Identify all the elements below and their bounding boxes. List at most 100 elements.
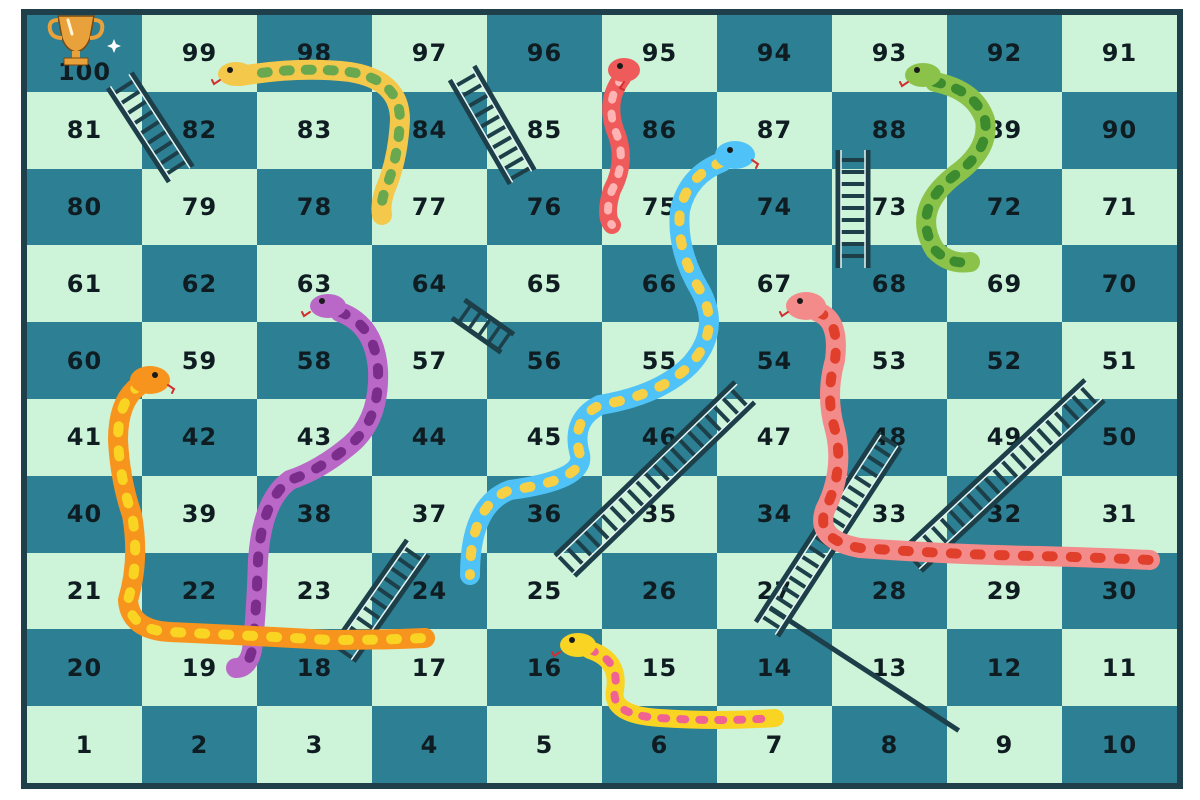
board-square-5[interactable]: 5: [487, 706, 602, 783]
board-square-68[interactable]: 68: [832, 245, 947, 323]
board-square-19[interactable]: 19: [142, 629, 257, 707]
board-square-24[interactable]: 24: [372, 552, 487, 630]
board-square-33[interactable]: 33: [832, 475, 947, 553]
board-square-98[interactable]: 98: [257, 15, 372, 92]
board-square-13[interactable]: 13: [832, 629, 947, 707]
board-square-34[interactable]: 34: [717, 475, 832, 553]
board-square-3[interactable]: 3: [257, 706, 372, 783]
board-square-45[interactable]: 45: [487, 399, 602, 476]
board-square-100[interactable]: 100: [27, 15, 142, 92]
board-square-31[interactable]: 31: [1062, 475, 1177, 553]
board-square-42[interactable]: 42: [142, 399, 257, 476]
board-square-39[interactable]: 39: [142, 475, 257, 553]
board-square-12[interactable]: 12: [947, 629, 1062, 707]
board-square-93[interactable]: 93: [832, 15, 947, 92]
board-square-63[interactable]: 63: [257, 245, 372, 323]
board-square-83[interactable]: 83: [257, 91, 372, 169]
board-square-55[interactable]: 55: [602, 322, 717, 399]
board-square-10[interactable]: 10: [1062, 706, 1177, 783]
board-square-80[interactable]: 80: [27, 168, 142, 246]
board-square-95[interactable]: 95: [602, 15, 717, 92]
board-square-44[interactable]: 44: [372, 399, 487, 476]
board-square-78[interactable]: 78: [257, 168, 372, 246]
board-square-30[interactable]: 30: [1062, 552, 1177, 630]
board-square-53[interactable]: 53: [832, 322, 947, 399]
board-square-47[interactable]: 47: [717, 399, 832, 476]
board-square-99[interactable]: 99: [142, 15, 257, 92]
board-square-84[interactable]: 84: [372, 91, 487, 169]
board-square-29[interactable]: 29: [947, 552, 1062, 630]
board-square-22[interactable]: 22: [142, 552, 257, 630]
board-square-76[interactable]: 76: [487, 168, 602, 246]
board-square-21[interactable]: 21: [27, 552, 142, 630]
board-square-38[interactable]: 38: [257, 475, 372, 553]
board-square-54[interactable]: 54: [717, 322, 832, 399]
board-square-16[interactable]: 16: [487, 629, 602, 707]
board-square-65[interactable]: 65: [487, 245, 602, 323]
board-square-58[interactable]: 58: [257, 322, 372, 399]
board-square-75[interactable]: 75: [602, 168, 717, 246]
board-square-27[interactable]: 27: [717, 552, 832, 630]
board-square-91[interactable]: 91: [1062, 15, 1177, 92]
board-square-96[interactable]: 96: [487, 15, 602, 92]
board-square-60[interactable]: 60: [27, 322, 142, 399]
board-square-8[interactable]: 8: [832, 706, 947, 783]
board-square-56[interactable]: 56: [487, 322, 602, 399]
board-square-85[interactable]: 85: [487, 91, 602, 169]
board-square-79[interactable]: 79: [142, 168, 257, 246]
board-square-74[interactable]: 74: [717, 168, 832, 246]
board-square-64[interactable]: 64: [372, 245, 487, 323]
board-square-40[interactable]: 40: [27, 475, 142, 553]
board-square-94[interactable]: 94: [717, 15, 832, 92]
board-square-9[interactable]: 9: [947, 706, 1062, 783]
board-square-43[interactable]: 43: [257, 399, 372, 476]
board-square-73[interactable]: 73: [832, 168, 947, 246]
board-square-51[interactable]: 51: [1062, 322, 1177, 399]
board-square-59[interactable]: 59: [142, 322, 257, 399]
board-square-23[interactable]: 23: [257, 552, 372, 630]
board-square-15[interactable]: 15: [602, 629, 717, 707]
board-square-49[interactable]: 49: [947, 399, 1062, 476]
board-square-28[interactable]: 28: [832, 552, 947, 630]
board-square-32[interactable]: 32: [947, 475, 1062, 553]
board-square-41[interactable]: 41: [27, 399, 142, 476]
board-square-20[interactable]: 20: [27, 629, 142, 707]
board-square-67[interactable]: 67: [717, 245, 832, 323]
board-square-4[interactable]: 4: [372, 706, 487, 783]
board-square-25[interactable]: 25: [487, 552, 602, 630]
board-square-87[interactable]: 87: [717, 91, 832, 169]
board-square-97[interactable]: 97: [372, 15, 487, 92]
board-square-2[interactable]: 2: [142, 706, 257, 783]
board-square-72[interactable]: 72: [947, 168, 1062, 246]
board-square-36[interactable]: 36: [487, 475, 602, 553]
board-square-88[interactable]: 88: [832, 91, 947, 169]
board-square-86[interactable]: 86: [602, 91, 717, 169]
board-square-26[interactable]: 26: [602, 552, 717, 630]
board-square-11[interactable]: 11: [1062, 629, 1177, 707]
board-square-18[interactable]: 18: [257, 629, 372, 707]
board-square-89[interactable]: 89: [947, 91, 1062, 169]
board-square-14[interactable]: 14: [717, 629, 832, 707]
board-square-37[interactable]: 37: [372, 475, 487, 553]
board-square-48[interactable]: 48: [832, 399, 947, 476]
board-square-57[interactable]: 57: [372, 322, 487, 399]
board-square-90[interactable]: 90: [1062, 91, 1177, 169]
board-square-6[interactable]: 6: [602, 706, 717, 783]
board-square-7[interactable]: 7: [717, 706, 832, 783]
board-square-17[interactable]: 17: [372, 629, 487, 707]
board-square-1[interactable]: 1: [27, 706, 142, 783]
board-square-69[interactable]: 69: [947, 245, 1062, 323]
board-square-77[interactable]: 77: [372, 168, 487, 246]
board-square-52[interactable]: 52: [947, 322, 1062, 399]
board-square-92[interactable]: 92: [947, 15, 1062, 92]
board-square-46[interactable]: 46: [602, 399, 717, 476]
board-square-71[interactable]: 71: [1062, 168, 1177, 246]
board-square-61[interactable]: 61: [27, 245, 142, 323]
board-square-66[interactable]: 66: [602, 245, 717, 323]
board-square-81[interactable]: 81: [27, 91, 142, 169]
board-square-70[interactable]: 70: [1062, 245, 1177, 323]
board-square-82[interactable]: 82: [142, 91, 257, 169]
board-square-35[interactable]: 35: [602, 475, 717, 553]
board-square-62[interactable]: 62: [142, 245, 257, 323]
board-square-50[interactable]: 50: [1062, 399, 1177, 476]
